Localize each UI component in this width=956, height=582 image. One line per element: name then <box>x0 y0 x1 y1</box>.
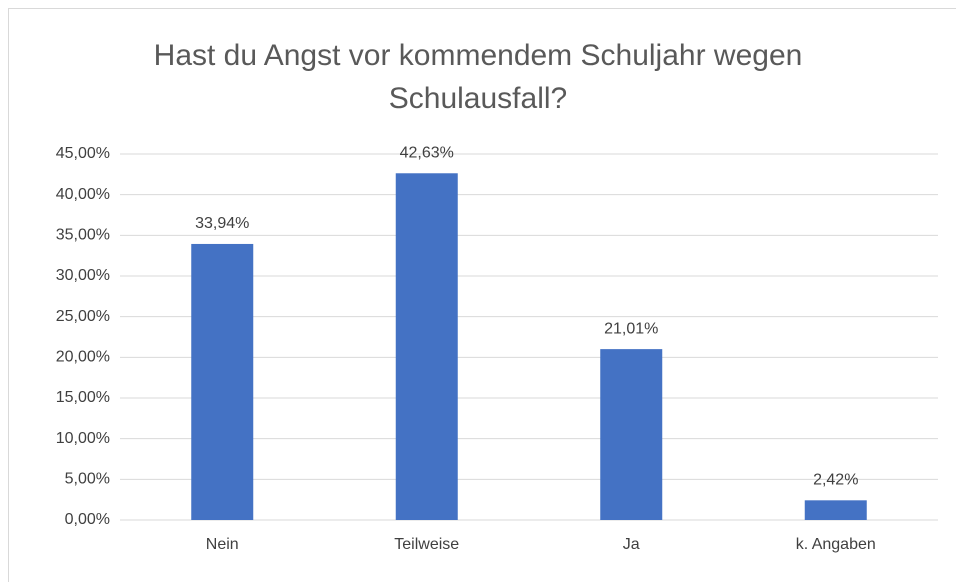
data-label: 2,42% <box>813 472 858 489</box>
chart-title: Hast du Angst vor kommendem Schuljahr we… <box>153 39 803 115</box>
x-tick-label: Teilweise <box>394 536 459 553</box>
y-tick-label: 25,00% <box>56 308 110 325</box>
data-label: 42,63% <box>400 144 454 161</box>
x-tick-label: k. Angaben <box>796 536 876 553</box>
x-tick-label: Nein <box>206 536 239 553</box>
y-tick-label: 30,00% <box>56 267 110 284</box>
y-tick-label: 15,00% <box>56 389 110 406</box>
data-label: 21,01% <box>604 320 658 337</box>
y-tick-label: 10,00% <box>56 430 110 447</box>
bar <box>191 243 254 521</box>
chart-border <box>8 8 956 582</box>
y-tick-label: 35,00% <box>56 227 110 244</box>
bar <box>600 349 663 520</box>
y-tick-label: 0,00% <box>65 511 110 528</box>
y-tick-label: 40,00% <box>56 186 110 203</box>
y-tick-label: 45,00% <box>56 145 110 162</box>
data-label: 33,94% <box>195 215 249 232</box>
y-tick-label: 20,00% <box>56 349 110 366</box>
bar <box>804 500 867 520</box>
bar <box>395 173 458 520</box>
y-tick-label: 5,00% <box>65 471 110 488</box>
x-tick-label: Ja <box>623 536 640 553</box>
